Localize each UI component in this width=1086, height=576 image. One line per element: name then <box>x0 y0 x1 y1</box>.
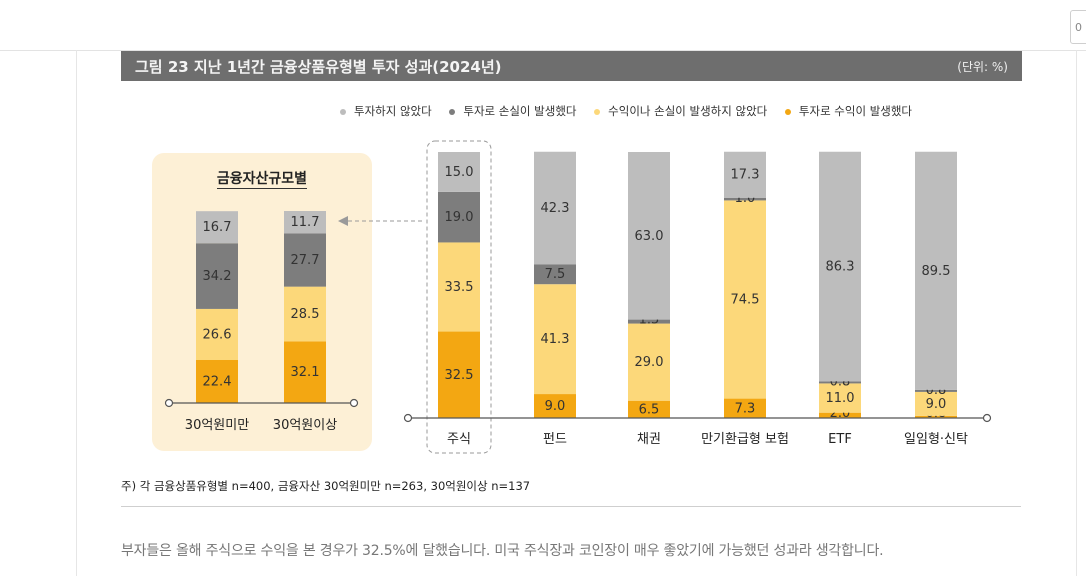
legend-swatch <box>784 108 791 115</box>
data-label-만기환급형-보험-1: 74.5 <box>731 292 760 307</box>
legend-swatch <box>449 108 456 115</box>
data-label-펀드-0: 9.0 <box>545 399 566 414</box>
browser-top-bar: 0 <box>0 0 1086 51</box>
data-label-채권-3: 63.0 <box>635 229 664 244</box>
bar-채권-2 <box>628 319 670 324</box>
category-label-일임형-신탁: 일임형·신탁 <box>904 432 968 447</box>
data-label-주식-0: 32.5 <box>445 368 474 383</box>
x-axis-start-marker <box>164 398 174 408</box>
legend-item-loss: 투자로 손실이 발생했다 <box>449 103 577 119</box>
category-label-만기환급형-보험: 만기환급형 보험 <box>701 432 789 447</box>
bar-만기환급형-보험-3 <box>724 151 766 198</box>
bar-30억원이상-0 <box>284 341 326 403</box>
legend-label: 투자로 손실이 발생했다 <box>463 104 577 118</box>
bar-ETF-3 <box>819 151 861 382</box>
bar-30억원이상-1 <box>284 286 326 342</box>
bar-만기환급형-보험-1 <box>724 200 766 399</box>
category-label-주식: 주식 <box>447 432 471 447</box>
data-label-일임형-신탁-3: 89.5 <box>922 264 951 279</box>
top-right-input[interactable]: 0 <box>1070 10 1086 44</box>
highlight-box-stock <box>426 140 492 454</box>
bar-일임형-신탁-3 <box>915 151 957 390</box>
bar-일임형-신탁-0 <box>915 415 957 418</box>
bar-만기환급형-보험-0 <box>724 398 766 418</box>
legend-swatch <box>594 108 601 115</box>
bar-30억원이상-3 <box>284 211 326 234</box>
page-right-border <box>1076 50 1077 576</box>
arrow-head <box>338 216 348 226</box>
legend-item-no-change: 수익이나 손실이 발생하지 않았다 <box>594 103 767 119</box>
bar-주식-0 <box>438 331 480 418</box>
data-label-채권-0: 6.5 <box>639 402 660 417</box>
category-label-펀드: 펀드 <box>543 432 567 447</box>
bar-30억원미만-0 <box>196 359 238 403</box>
bar-주식-1 <box>438 242 480 332</box>
x-axis-start-marker <box>403 413 413 423</box>
bar-채권-0 <box>628 400 670 418</box>
article-paragraph: 부자들은 올해 주식으로 수익을 본 경우가 32.5%에 달했습니다. 미국 … <box>121 543 884 559</box>
x-axis-end-marker <box>349 398 359 408</box>
data-label-펀드-3: 42.3 <box>541 201 570 216</box>
bar-펀드-2 <box>534 264 576 285</box>
bar-30억원미만-3 <box>196 211 238 244</box>
legend-swatch <box>340 108 346 115</box>
data-label-만기환급형-보험-3: 17.3 <box>731 168 760 183</box>
bar-펀드-0 <box>534 394 576 418</box>
legend-label: 투자하지 않았다 <box>354 104 432 118</box>
category-label-30억원미만: 30억원미만 <box>185 418 249 433</box>
bar-채권-1 <box>628 323 670 401</box>
data-label-30억원미만-2: 34.2 <box>203 269 232 284</box>
data-label-ETF-3: 86.3 <box>826 260 855 275</box>
bar-ETF-2 <box>819 381 861 384</box>
chart-legend: 투자하지 않았다 투자로 손실이 발생했다 수익이나 손실이 발생하지 않았다 … <box>340 103 1020 123</box>
data-label-펀드-2: 7.5 <box>545 267 566 282</box>
bar-30억원이상-2 <box>284 233 326 287</box>
figure-title: 그림 23 지난 1년간 금융상품유형별 투자 성과(2024년) <box>135 58 502 76</box>
bar-ETF-1 <box>819 383 861 413</box>
bar-30억원미만-1 <box>196 308 238 360</box>
legend-label: 수익이나 손실이 발생하지 않았다 <box>608 104 768 118</box>
bar-일임형-신탁-1 <box>915 391 957 416</box>
data-label-만기환급형-보험-0: 7.3 <box>735 401 756 416</box>
category-label-ETF: ETF <box>828 432 852 447</box>
data-label-30억원미만-3: 16.7 <box>203 220 232 235</box>
asset-size-panel-title: 금융자산규모별 <box>216 171 308 189</box>
data-label-주식-3: 15.0 <box>445 165 474 180</box>
bar-주식-2 <box>438 191 480 243</box>
figure-title-bar: 그림 23 지난 1년간 금융상품유형별 투자 성과(2024년) (단위: %… <box>121 51 1022 81</box>
bar-만기환급형-보험-2 <box>724 197 766 201</box>
data-label-펀드-1: 41.3 <box>541 332 570 347</box>
category-label-30억원이상: 30억원이상 <box>273 418 337 433</box>
page-left-border <box>76 50 77 576</box>
legend-label: 투자로 수익이 발생했다 <box>798 104 913 118</box>
asset-size-panel <box>152 153 372 451</box>
legend-item-not-invested: 투자하지 않았다 <box>340 103 432 119</box>
divider <box>121 506 1021 507</box>
data-label-일임형-신탁-1: 9.0 <box>926 397 947 412</box>
data-label-주식-2: 19.0 <box>445 210 474 225</box>
bar-펀드-1 <box>534 284 576 395</box>
data-label-ETF-1: 11.0 <box>826 391 855 406</box>
data-label-30억원미만-0: 22.4 <box>203 374 232 389</box>
data-label-30억원이상-3: 11.7 <box>291 215 320 230</box>
bar-일임형-신탁-2 <box>915 389 957 392</box>
data-label-채권-1: 29.0 <box>635 355 664 370</box>
bar-30억원미만-2 <box>196 243 238 309</box>
data-label-30억원이상-2: 27.7 <box>291 253 320 268</box>
figure-footnote: 주) 각 금융상품유형별 n=400, 금융자산 30억원미만 n=263, 3… <box>121 479 531 493</box>
bar-주식-3 <box>438 152 480 192</box>
bar-펀드-3 <box>534 151 576 265</box>
legend-item-profit: 투자로 수익이 발생했다 <box>784 103 913 119</box>
bar-ETF-0 <box>819 412 861 418</box>
figure-unit: (단위: %) <box>957 60 1008 74</box>
data-label-30억원미만-1: 26.6 <box>203 327 232 342</box>
data-label-30억원이상-0: 32.1 <box>291 365 320 380</box>
data-label-30억원이상-1: 28.5 <box>291 307 320 322</box>
bar-채권-3 <box>628 152 670 320</box>
data-label-주식-1: 33.5 <box>445 280 474 295</box>
category-label-채권: 채권 <box>637 432 661 447</box>
x-axis-end-marker <box>982 413 992 423</box>
